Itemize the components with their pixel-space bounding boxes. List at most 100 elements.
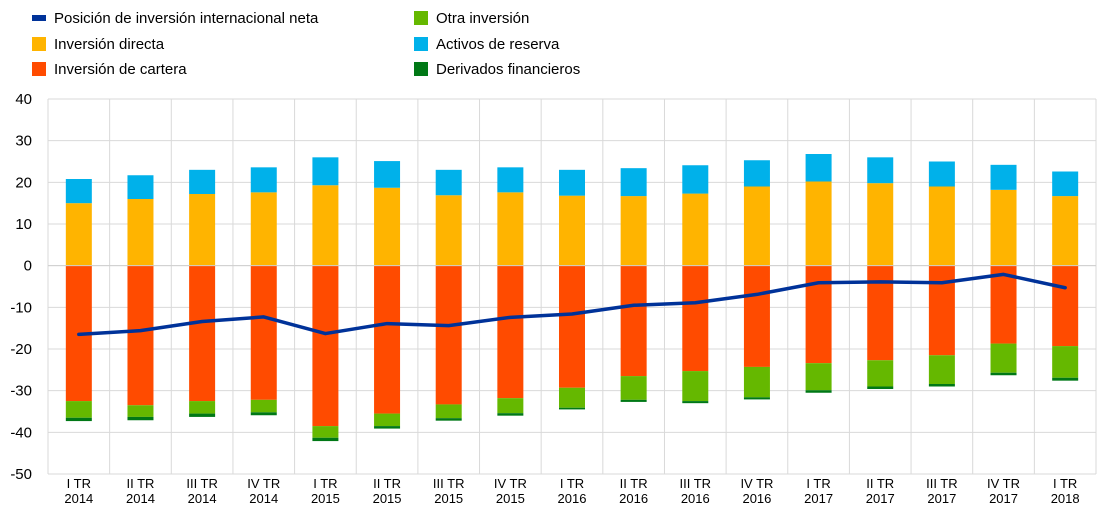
bar-derivados-financieros [682,401,709,404]
x-tick-label-year: 2014 [188,491,217,506]
x-tick-label-year: 2016 [558,491,587,506]
line-series [77,272,1067,337]
legend-label-inversion-directa: Inversión directa [54,36,165,53]
bar-inversion-directa [127,199,154,266]
x-tick-label-year: 2017 [866,491,895,506]
x-tick-label: IV TR [494,476,527,491]
bar-activos-de-reserva [374,161,401,188]
x-tick-label: I TR [806,476,830,491]
bar-inversion-de-cartera [189,265,216,402]
bar-activos-de-reserva [312,157,339,186]
bar-activos-de-reserva [743,160,770,187]
bar-inversion-de-cartera [867,265,894,361]
bar-otra-inversion [682,371,709,402]
bar-inversion-de-cartera [312,265,339,427]
x-tick-label-year: 2016 [681,491,710,506]
legend-label-otra-inversion: Otra inversión [436,10,529,27]
x-tick-label: IV TR [740,476,773,491]
x-tick-label-year: 2014 [249,491,278,506]
bar-derivados-financieros [559,407,585,410]
y-tick-label: 20 [15,174,32,191]
bar-inversion-de-cartera [805,265,832,364]
bars [48,154,1096,442]
y-tick-label: -10 [10,299,32,316]
bar-derivados-financieros [990,372,1017,376]
bar-derivados-financieros [435,418,462,421]
x-tick-label-year: 2017 [989,491,1018,506]
bar-activos-de-reserva [682,165,709,194]
bar-activos-de-reserva [435,169,462,196]
legend-swatch-inversion-directa [32,37,46,51]
y-axis: 40 30 20 10 0 -10 -20 -30 -40 -50 [10,91,32,483]
bar-activos-de-reserva [250,167,277,193]
bar-inversion-directa [620,196,647,266]
x-tick-label-year: 2016 [619,491,648,506]
bar-inversion-de-cartera [743,265,770,367]
x-tick-label: I TR [313,476,337,491]
x-tick-label: III TR [186,476,218,491]
x-tick-label-year: 2018 [1051,491,1080,506]
bar-otra-inversion [65,401,92,418]
bar-inversion-de-cartera [620,265,647,377]
x-tick-label: III TR [680,476,712,491]
bar-inversion-de-cartera [497,265,524,399]
bar-inversion-de-cartera [435,265,462,405]
legend-label-derivados-financieros: Derivados financieros [436,61,580,78]
x-tick-label-year: 2017 [804,491,833,506]
y-tick-label: -30 [10,383,32,400]
y-tick-label: -20 [10,341,32,358]
bar-inversion-directa [928,186,955,266]
bar-otra-inversion [620,376,647,400]
x-tick-label-year: 2015 [434,491,463,506]
x-tick-label: II TR [866,476,894,491]
bar-inversion-directa [374,187,401,266]
y-tick-label: 40 [15,91,32,108]
bar-activos-de-reserva [559,169,585,196]
legend-label-posicion-de-inversion-internacional-neta: Posición de inversión internacional neta [54,10,319,27]
bar-inversion-de-cartera [1052,265,1079,347]
bar-otra-inversion [743,366,770,398]
bar-inversion-directa [805,181,832,266]
legend-label-activos-de-reserva: Activos de reserva [436,36,560,53]
bar-inversion-de-cartera [928,265,955,356]
bar-activos-de-reserva [65,179,92,204]
bar-derivados-financieros [497,413,524,416]
legend-swatch-otra-inversion [414,11,428,25]
bar-activos-de-reserva [620,168,647,197]
legend: Posición de inversión internacional neta… [32,10,580,78]
bar-otra-inversion [127,405,154,417]
legend-swatch-inversion-de-cartera [32,62,46,76]
legend-swatch-posicion-de-inversion-internacional-neta [32,15,46,21]
bar-inversion-de-cartera [250,265,277,400]
bar-inversion-directa [990,189,1017,266]
bar-otra-inversion [990,343,1017,373]
bar-activos-de-reserva [805,154,832,182]
bar-inversion-directa [1052,196,1079,266]
bar-activos-de-reserva [497,167,524,193]
bar-otra-inversion [374,413,401,427]
bar-derivados-financieros [743,397,770,400]
x-tick-label-year: 2014 [64,491,93,506]
x-tick-label: IV TR [987,476,1020,491]
bar-otra-inversion [189,401,216,414]
bar-inversion-directa [867,183,894,266]
bar-inversion-de-cartera [127,265,154,406]
bar-inversion-de-cartera [682,265,709,372]
y-tick-label: 30 [15,133,32,150]
y-tick-label: -50 [10,466,32,483]
x-tick-label: III TR [433,476,465,491]
x-tick-label: I TR [67,476,91,491]
x-tick-label: IV TR [247,476,280,491]
line-posicion-de-inversion-internacional-neta [77,272,1067,337]
bar-derivados-financieros [620,399,647,402]
bar-activos-de-reserva [990,164,1017,190]
bar-derivados-financieros [189,413,216,417]
bar-inversion-directa [250,192,277,266]
y-tick-label: 10 [15,216,32,233]
x-tick-label: I TR [560,476,584,491]
bar-activos-de-reserva [1052,171,1079,197]
bar-otra-inversion [250,399,277,413]
